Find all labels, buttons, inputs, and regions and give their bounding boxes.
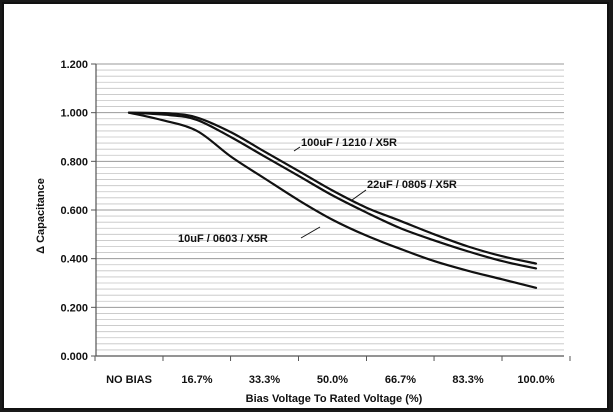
y-tick-label: 1.200 [60,59,88,71]
series-label-22uf-0805-leader [351,189,367,201]
y-tick-label: 0.400 [60,254,88,266]
x-tick-label: 100.0% [517,374,555,386]
y-tick-label: 0.200 [60,302,88,314]
x-tick-label: 16.7% [181,374,212,386]
x-tick-label: 33.3% [249,374,280,386]
x-axis-title: Bias Voltage To Rated Voltage (%) [246,393,423,405]
series-label-10uf-0603-leader [300,226,321,239]
series-line-22uf-0805 [127,111,538,270]
y-axis-title: Δ Capacitance [35,178,47,254]
series-labels: 100uF / 1210 / X5R 22uF / 0805 / X5R 10uF … [178,137,457,245]
series-line-100uf-1210 [127,111,538,265]
x-tick-label: 83.3% [452,374,483,386]
x-tick-label: 50.0% [317,374,348,386]
series-label-100uf-1210-leader [293,146,301,152]
x-tick-label: NO BIAS [106,374,152,386]
capacitance-chart: 0.000 0.200 0.400 0.600 0.800 1.000 1.200 NO B… [35,59,571,405]
series-label-100uf-1210: 100uF / 1210 / X5R [301,137,397,149]
series-label-22uf-0805: 22uF / 0805 / X5R [367,179,457,191]
x-tick-labels: NO BIAS 16.7% 33.3% 50.0% 66.7% 83.3% 100.0% [106,374,555,386]
series-line-10uf-0603 [127,111,538,289]
axes [91,63,571,361]
y-tick-label: 0.600 [60,205,88,217]
y-tick-labels: 0.000 0.200 0.400 0.600 0.800 1.000 1.200 [60,59,88,363]
y-tick-label: 0.800 [60,156,88,168]
gridlines [96,63,564,351]
x-tick-label: 66.7% [385,374,416,386]
y-tick-label: 1.000 [60,108,88,120]
series-lines [127,111,538,289]
y-tick-label: 0.000 [60,351,88,363]
series-label-10uf-0603: 10uF / 0603 / X5R [178,233,268,245]
